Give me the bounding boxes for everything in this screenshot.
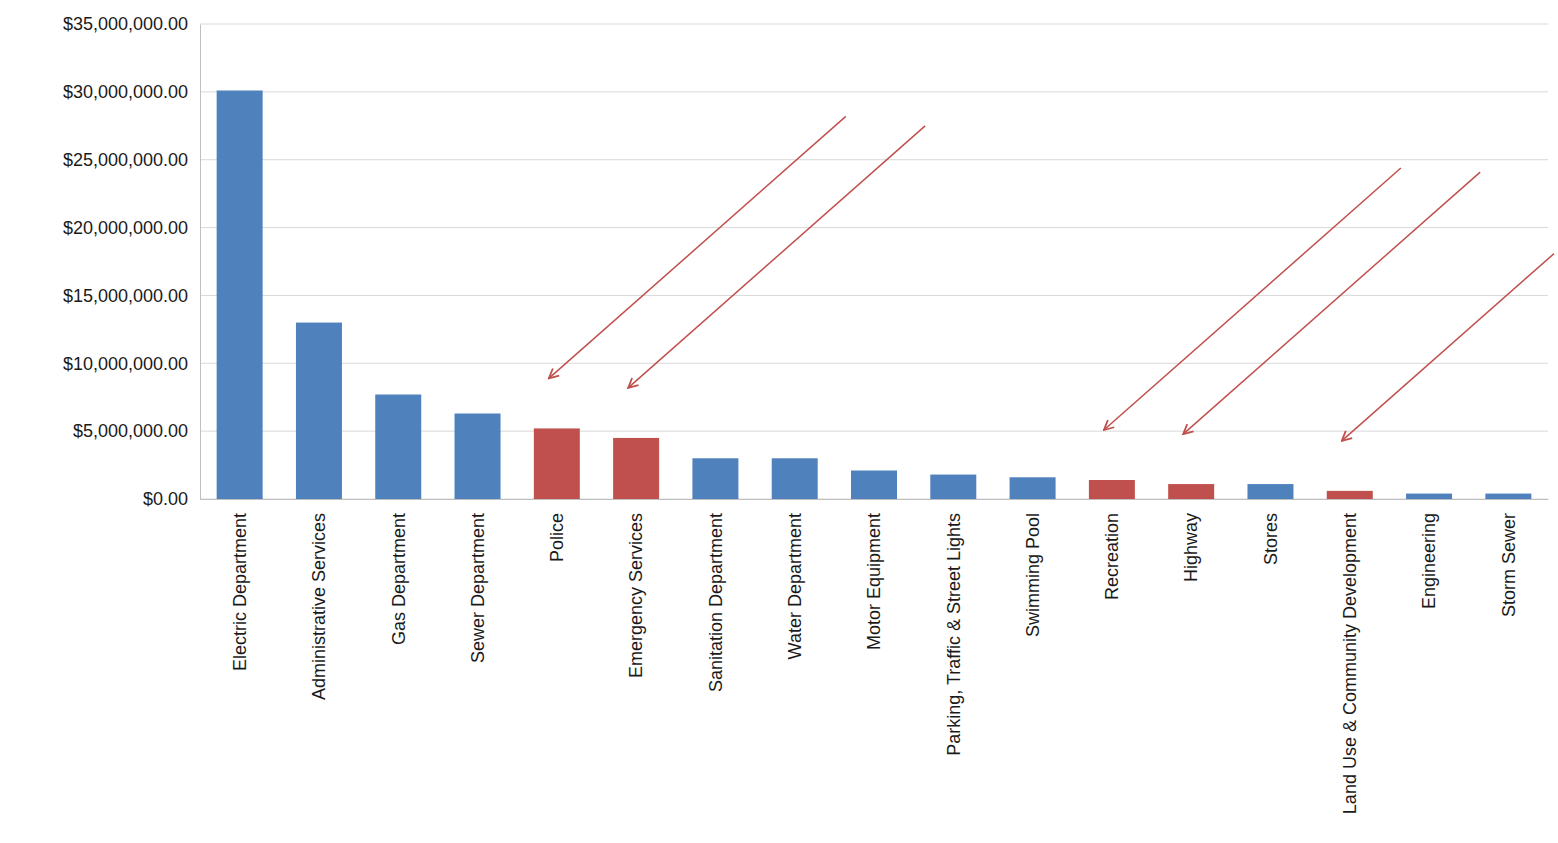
- tick-label: Emergency Services: [626, 513, 646, 678]
- tick: Gas Department: [389, 499, 409, 645]
- tick: Electric Department: [230, 499, 250, 671]
- tick-label: Stores: [1261, 513, 1281, 565]
- bar: [1406, 494, 1452, 499]
- tick-label: Land Use & Community Development: [1340, 513, 1360, 814]
- tick: Recreation: [1102, 499, 1122, 600]
- tick: Sanitation Department: [706, 499, 726, 692]
- bar: [1485, 494, 1531, 499]
- tick-label: Parking, Traffic & Street Lights: [944, 513, 964, 756]
- bar: [455, 414, 501, 500]
- grid-line: [200, 159, 1548, 160]
- tick: Water Department: [785, 499, 805, 659]
- bar: [534, 428, 580, 499]
- tick-label: Gas Department: [389, 513, 409, 645]
- tick-label: Electric Department: [230, 513, 250, 671]
- tick: Motor Equipment: [864, 499, 884, 650]
- tick-label: Swimming Pool: [1023, 513, 1043, 637]
- bar: [851, 471, 897, 500]
- tick-label: Storm Sewer: [1499, 513, 1519, 617]
- bar: [613, 438, 659, 499]
- arrows: [549, 116, 1554, 440]
- tick-label: $30,000,000.00: [63, 82, 188, 102]
- grid-line: [200, 295, 1548, 296]
- tick: $15,000,000.00: [63, 286, 200, 306]
- bar: [1247, 484, 1293, 499]
- grid: [200, 24, 1548, 499]
- bar: [1010, 477, 1056, 499]
- tick-label: $0.00: [143, 489, 188, 509]
- tick-label: Administrative Services: [309, 513, 329, 700]
- tick: Sewer Department: [468, 499, 488, 663]
- tick: $35,000,000.00: [63, 14, 200, 34]
- tick-label: $20,000,000.00: [63, 218, 188, 238]
- arrow: [1104, 168, 1401, 430]
- tick: Highway: [1181, 499, 1201, 582]
- bars: [217, 91, 1532, 500]
- bar: [375, 395, 421, 500]
- axis-line: [201, 499, 1549, 500]
- chart: $0.00 $5,000,000.00 $10,000,000.00 $15,000,…: [0, 0, 1558, 843]
- grid-line: [200, 363, 1548, 364]
- bar: [296, 323, 342, 499]
- bar: [930, 475, 976, 499]
- grid-line: [200, 227, 1548, 228]
- bar: [692, 458, 738, 499]
- bar: [1168, 484, 1214, 499]
- tick-label: Motor Equipment: [864, 513, 884, 650]
- tick: $0.00: [143, 489, 200, 509]
- tick-label: Sanitation Department: [706, 513, 726, 692]
- tick: Police: [547, 499, 567, 562]
- x-axis: Electric Department Administrative Servic…: [201, 499, 1549, 814]
- tick-label: Water Department: [785, 513, 805, 659]
- tick-label: $10,000,000.00: [63, 354, 188, 374]
- tick: $30,000,000.00: [63, 82, 200, 102]
- arrow: [549, 116, 846, 378]
- tick-label: Police: [547, 513, 567, 562]
- bar: [217, 91, 263, 500]
- bar: [772, 458, 818, 499]
- tick: Land Use & Community Development: [1340, 499, 1360, 814]
- tick: Emergency Services: [626, 499, 646, 678]
- arrow: [1183, 172, 1480, 434]
- grid-line: [200, 24, 1548, 25]
- bar: [1089, 480, 1135, 499]
- tick-label: $15,000,000.00: [63, 286, 188, 306]
- arrow: [1342, 254, 1554, 441]
- grid-line: [200, 91, 1548, 92]
- tick-label: $35,000,000.00: [63, 14, 188, 34]
- y-axis: $0.00 $5,000,000.00 $10,000,000.00 $15,000,…: [63, 14, 201, 509]
- tick-label: Engineering: [1419, 513, 1439, 609]
- bar: [1327, 491, 1373, 499]
- tick-label: Sewer Department: [468, 513, 488, 663]
- tick-label: $5,000,000.00: [73, 421, 188, 441]
- tick: $5,000,000.00: [73, 421, 200, 441]
- tick: $20,000,000.00: [63, 218, 200, 238]
- tick-label: Recreation: [1102, 513, 1122, 600]
- tick-label: $25,000,000.00: [63, 150, 188, 170]
- tick: Engineering: [1419, 499, 1439, 609]
- tick: $10,000,000.00: [63, 354, 200, 374]
- arrow: [628, 126, 925, 388]
- tick: Storm Sewer: [1499, 499, 1519, 617]
- tick: Administrative Services: [309, 499, 329, 700]
- tick-label: Highway: [1181, 513, 1201, 582]
- tick: Stores: [1261, 499, 1281, 565]
- tick: $25,000,000.00: [63, 150, 200, 170]
- axis-line: [200, 25, 201, 500]
- tick: Swimming Pool: [1023, 499, 1043, 637]
- tick: Parking, Traffic & Street Lights: [944, 499, 964, 756]
